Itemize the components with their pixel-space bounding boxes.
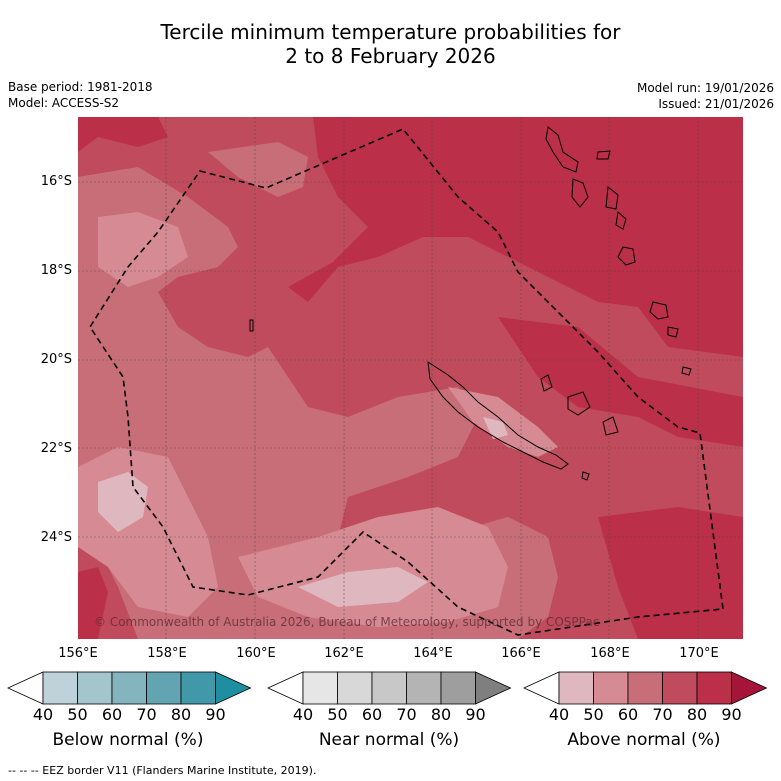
near-colorbar-segment: [406, 671, 442, 705]
above-colorbar-segment: [696, 671, 732, 705]
above-colorbar-high-extend: [731, 671, 768, 705]
eez-legend-note: -- -- -- EEZ border V11 (Flanders Marine…: [8, 764, 317, 777]
below-colorbar-low-extend: [7, 671, 44, 705]
below-colorbar-tick: 60: [101, 705, 123, 724]
loyalty-islands-coastline: [540, 374, 619, 436]
near-colorbar-segment: [440, 671, 476, 705]
near-colorbar-tick: 40: [292, 705, 314, 724]
above-colorbar-segment: [558, 671, 594, 705]
y-tick-18s: 18°S: [40, 263, 72, 278]
near-colorbar-tick: 70: [396, 705, 417, 724]
new-caledonia-coastline: [427, 360, 569, 470]
x-tick-162e: 162°E: [324, 646, 364, 661]
map-field-80-90-east: [498, 317, 743, 447]
below-colorbar-tick: 80: [170, 705, 192, 724]
near-colorbar-segment: [337, 671, 373, 705]
map-title-line-1: Tercile minimum temperature probabilitie…: [160, 20, 621, 44]
model-run-label: Model run: 19/01/2026: [636, 81, 774, 95]
above-normal-colorbar: [523, 671, 768, 705]
x-tick-158e: 158°E: [147, 646, 187, 661]
below-colorbar-high-extend: [215, 671, 252, 705]
eez-border: [89, 128, 724, 636]
below-colorbar-segment: [111, 671, 147, 705]
x-tick-156e: 156°E: [58, 646, 98, 661]
map-field-40-50-caledonia: [483, 417, 508, 439]
x-tick-166e: 166°E: [501, 646, 541, 661]
above-colorbar-segment: [662, 671, 698, 705]
above-colorbar-tick: 80: [686, 705, 708, 724]
copyright-notice: © Commonwealth of Australia 2026, Bureau…: [94, 615, 600, 629]
below-colorbar-tick: 90: [205, 705, 226, 724]
near-normal-colorbar: [267, 671, 512, 705]
below-colorbar-tick: 40: [32, 705, 54, 724]
above-colorbar-segment: [593, 671, 629, 705]
near-colorbar-segment: [371, 671, 407, 705]
below-colorbar-segment: [146, 671, 182, 705]
probability-map: © Commonwealth of Australia 2026, Bureau…: [78, 117, 743, 639]
map-field-80-90-west: [78, 567, 108, 639]
above-colorbar-segment: [627, 671, 663, 705]
issued-label: Issued: 21/01/2026: [658, 97, 774, 111]
model-label: Model: ACCESS-S2: [8, 96, 120, 110]
map-field-40-50-south: [298, 567, 428, 607]
near-normal-label: Near normal (%): [318, 730, 460, 750]
above-normal-label: Above normal (%): [567, 730, 721, 750]
above-colorbar-tick: 70: [652, 705, 673, 724]
y-tick-20s: 20°S: [40, 352, 72, 367]
near-colorbar-tick: 60: [361, 705, 383, 724]
y-tick-24s: 24°S: [40, 530, 72, 545]
x-tick-160e: 160°E: [236, 646, 276, 661]
map-field-60-70-north: [208, 142, 308, 197]
colorbars: [7, 671, 768, 705]
near-colorbar-segment: [302, 671, 338, 705]
below-colorbar-segment: [77, 671, 113, 705]
vanuatu-coastline: [545, 126, 692, 376]
below-colorbar-segment: [180, 671, 216, 705]
y-tick-22s: 22°S: [40, 441, 72, 456]
above-colorbar-low-extend: [523, 671, 560, 705]
map-field-80-90-northwest: [78, 117, 168, 152]
map-field-40-50-southwest: [98, 472, 148, 532]
base-period-label: Base period: 1981-2018: [8, 80, 153, 94]
below-normal-label: Below normal (%): [52, 730, 204, 750]
map-field-80-90-southeast: [598, 507, 743, 639]
map-gridlines: [78, 117, 743, 639]
above-colorbar-tick: 60: [617, 705, 639, 724]
small-islands-coastline: [249, 319, 590, 481]
x-tick-170e: 170°E: [679, 646, 719, 661]
map-field-50-60-south: [238, 507, 508, 627]
near-colorbar-tick: 80: [430, 705, 452, 724]
below-normal-colorbar: [7, 671, 252, 705]
above-colorbar-tick: 90: [721, 705, 742, 724]
map-field-80-90-north: [288, 117, 743, 357]
map-title-line-2: 2 to 8 February 2026: [285, 44, 496, 68]
above-colorbar-tick: 40: [548, 705, 570, 724]
near-colorbar-tick: 50: [327, 705, 348, 724]
x-tick-168e: 168°E: [590, 646, 630, 661]
map-canvas: [78, 117, 743, 639]
near-colorbar-low-extend: [267, 671, 304, 705]
below-colorbar-segment: [42, 671, 78, 705]
near-colorbar-high-extend: [475, 671, 512, 705]
near-colorbar-tick: 90: [465, 705, 486, 724]
above-colorbar-tick: 50: [583, 705, 604, 724]
y-tick-16s: 16°S: [40, 174, 72, 189]
below-colorbar-tick: 70: [136, 705, 157, 724]
below-colorbar-tick: 50: [67, 705, 88, 724]
x-tick-164e: 164°E: [413, 646, 453, 661]
